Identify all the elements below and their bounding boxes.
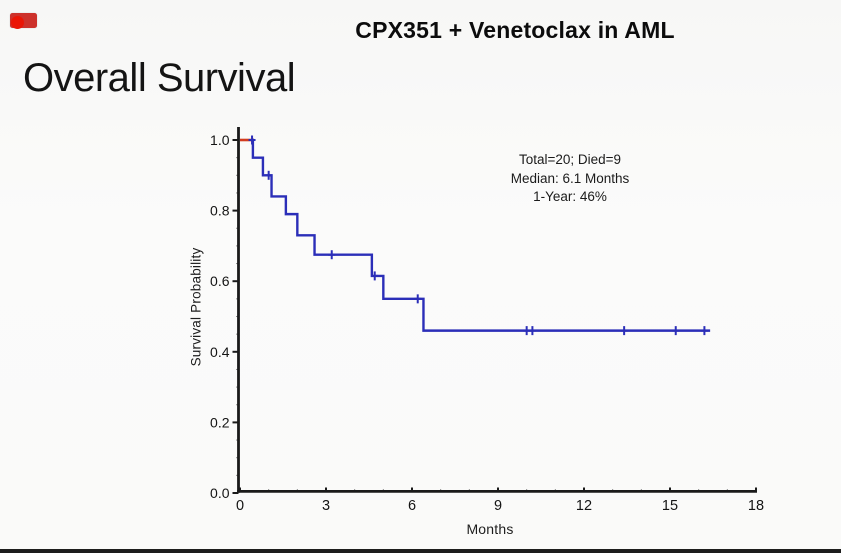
svg-text:9: 9 [494,498,502,514]
svg-text:1.0: 1.0 [210,132,230,148]
svg-text:6: 6 [408,498,416,514]
svg-text:3: 3 [322,498,330,514]
page-title: Overall Survival [23,56,296,100]
svg-text:0.8: 0.8 [210,203,230,219]
slide-title: CPX351 + Venetoclax in AML [355,17,675,43]
svg-text:0.2: 0.2 [210,414,230,430]
svg-text:12: 12 [576,498,592,514]
chart-annotation: Total=20; Died=9 Median: 6.1 Months 1-Ye… [460,151,680,207]
red-logo-icon [10,13,37,29]
svg-text:0.0: 0.0 [210,485,230,501]
x-axis-label: Months [466,521,514,537]
video-letterbox-bar [0,549,841,553]
annotation-line-median: Median: 6.1 Months [510,170,630,186]
svg-text:15: 15 [662,498,678,514]
red-dot-icon [11,16,24,29]
annotation-line-total: Total=20; Died=9 [518,152,622,167]
svg-text:0.4: 0.4 [210,344,230,360]
svg-text:0.6: 0.6 [210,273,230,289]
svg-text:0: 0 [236,498,244,514]
y-axis-label: Survival Probability [188,247,204,367]
svg-text:18: 18 [748,498,764,514]
annotation-line-1year: 1-Year: 46% [533,189,607,204]
